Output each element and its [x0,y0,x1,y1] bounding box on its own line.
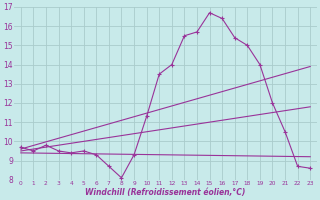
X-axis label: Windchill (Refroidissement éolien,°C): Windchill (Refroidissement éolien,°C) [85,188,246,197]
